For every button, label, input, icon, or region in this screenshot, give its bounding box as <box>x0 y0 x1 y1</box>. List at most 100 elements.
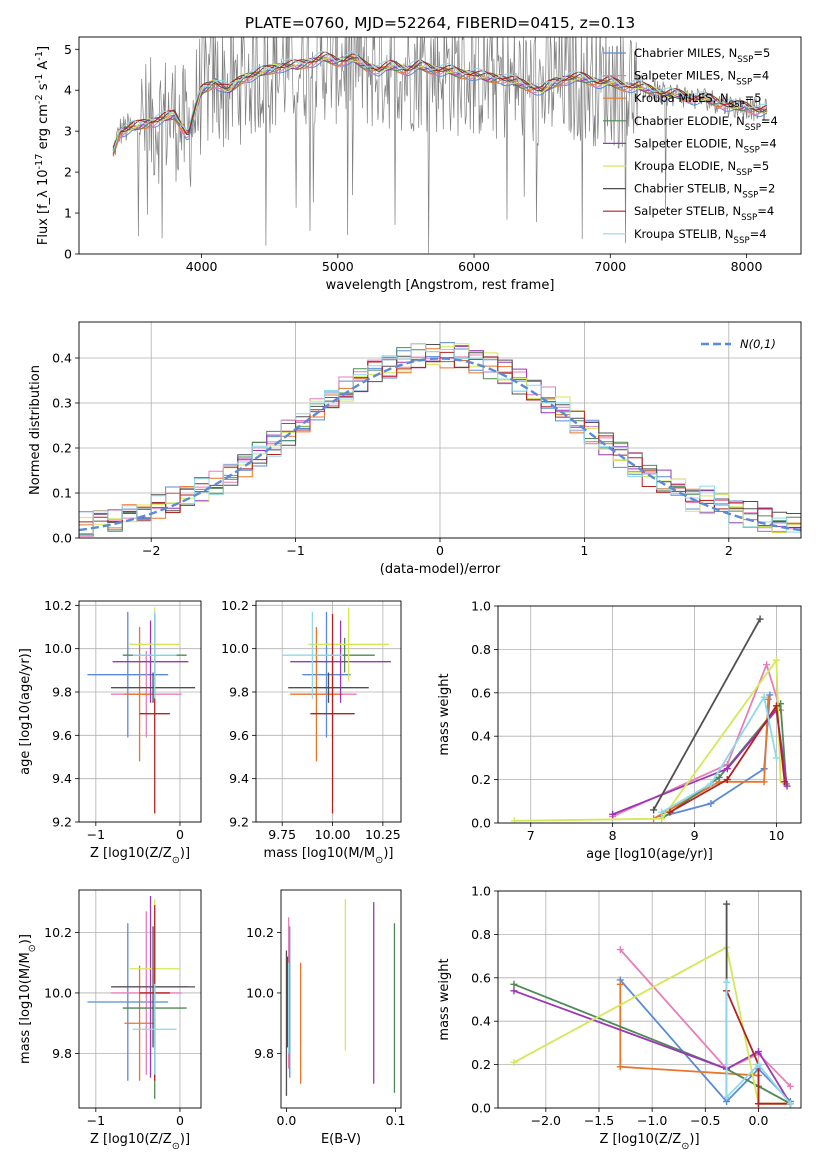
plot-area <box>87 896 196 1099</box>
x-tick-label: 9.75 <box>268 827 296 842</box>
weight-marker <box>658 808 666 816</box>
y-tick-label: 0.3 <box>52 396 72 411</box>
y-tick-label: 0.8 <box>471 642 491 657</box>
weight-marker <box>609 810 617 818</box>
plot-area <box>285 899 396 1096</box>
weight-line <box>514 657 782 822</box>
weight-marker <box>786 1100 794 1108</box>
weight-line <box>619 949 792 1087</box>
weight-marker <box>707 780 715 788</box>
x-axis-label: wavelength [Angstrom, rest frame] <box>326 278 555 293</box>
panel-mass_vs_Z: −1 0 9.8 10.0 10.2 Z [log10(Z/Z⊙)] mass [log10… <box>18 889 202 1152</box>
y-tick-label: 0.6 <box>471 970 491 985</box>
y-tick-label: 0.2 <box>52 441 72 456</box>
legend-label: Chabrier ELODIE, NSSP=4 <box>634 114 778 133</box>
axes-frame <box>78 321 802 539</box>
axes-frame <box>78 36 802 255</box>
y-axis-label: mass weight <box>437 673 452 755</box>
x-tick-label: 1 <box>580 543 588 558</box>
weight-marker <box>510 987 518 995</box>
y-tick-label: 0.0 <box>52 531 72 546</box>
axes-frame <box>497 605 802 824</box>
y-tick-label: 10.2 <box>221 598 249 613</box>
weight-marker <box>772 656 780 664</box>
y-tick-label: 0.4 <box>471 729 491 744</box>
model-spectrum-line <box>112 50 767 152</box>
y-tick-label: 9.6 <box>52 728 72 743</box>
weight-marker <box>723 765 731 773</box>
x-tick-label: 0.0 <box>749 1113 769 1128</box>
panel-age_vs_mass: 9.75 10.00 10.25 9.2 9.4 9.6 9.8 10.0 10.2 mass [… <box>221 598 402 866</box>
x-tick-label: 6000 <box>458 259 490 274</box>
y-tick-label: 0 <box>64 247 72 262</box>
y-tick-label: 5 <box>64 42 72 57</box>
x-tick-label: 0.1 <box>386 1113 406 1128</box>
x-axis-label: mass [log10(M/M⊙)] <box>264 846 394 866</box>
weight-marker <box>781 778 789 786</box>
weight-marker <box>723 1093 731 1101</box>
x-axis-label: age [log10(age/yr)] <box>586 847 713 862</box>
weight-marker <box>616 946 624 954</box>
weight-marker <box>760 693 768 701</box>
y-tick-label: 10.0 <box>246 985 274 1000</box>
x-axis-label: (data-model)/error <box>380 562 501 577</box>
x-tick-label: 9 <box>691 828 699 843</box>
weight-marker <box>658 815 666 823</box>
panel-weight_vs_Z: −2.0 −1.5 −1.0 −0.5 0.0 0.0 0.2 0.4 0.6 0.8 1.0 Z [… <box>437 884 802 1152</box>
weight-marker <box>772 754 780 762</box>
weight-marker <box>723 978 731 986</box>
y-tick-label: 10.2 <box>246 925 274 940</box>
legend-label: Salpeter STELIB, NSSP=4 <box>634 204 774 223</box>
weight-marker <box>754 1100 762 1108</box>
weight-marker <box>616 1063 624 1071</box>
x-axis-label: Z [log10(Z/Z⊙)] <box>90 1132 190 1152</box>
plot-area <box>510 615 791 823</box>
x-tick-label: −1 <box>87 1113 105 1128</box>
y-tick-label: 9.8 <box>229 685 249 700</box>
model-spectrum-line <box>112 53 768 148</box>
y-tick-label: 9.8 <box>52 1046 72 1061</box>
y-axis-label: Flux [f_λ 10-17 erg cm-2 s-1 A-1] <box>34 46 52 245</box>
y-axis-label: mass [log10(M/M⊙)] <box>18 934 38 1064</box>
x-tick-label: 10.25 <box>365 827 401 842</box>
weight-marker <box>754 1048 762 1056</box>
x-tick-label: 4000 <box>186 259 218 274</box>
weight-marker <box>650 806 658 814</box>
x-tick-label: 8 <box>609 828 617 843</box>
x-tick-label: 10.00 <box>315 827 351 842</box>
x-tick-label: 7000 <box>594 259 626 274</box>
weight-marker <box>510 980 518 988</box>
y-tick-label: 9.8 <box>254 1046 274 1061</box>
y-tick-label: 9.4 <box>52 771 72 786</box>
y-tick-label: 0.2 <box>471 772 491 787</box>
axes-frame <box>497 890 802 1109</box>
y-tick-label: 0.0 <box>471 1101 491 1116</box>
plot-area <box>79 342 801 538</box>
legend-label: Chabrier STELIB, NSSP=2 <box>634 182 775 201</box>
legend-label: Kroupa ELODIE, NSSP=5 <box>634 159 769 178</box>
y-tick-label: 1.0 <box>471 884 491 899</box>
plot-area <box>282 607 391 814</box>
figure-title: PLATE=0760, MJD=52264, FIBERID=0415, z=0… <box>245 14 635 32</box>
model-spectrum-line <box>112 51 768 150</box>
x-tick-label: 7 <box>527 828 535 843</box>
x-tick-label: 2 <box>725 543 733 558</box>
y-tick-label: 10.2 <box>44 598 72 613</box>
weight-marker <box>510 1058 518 1066</box>
y-tick-label: 9.4 <box>229 771 249 786</box>
x-tick-label: 0 <box>176 827 184 842</box>
y-tick-label: 0.0 <box>471 816 491 831</box>
y-tick-label: 2 <box>64 165 72 180</box>
axes-frame <box>255 600 402 823</box>
weight-marker <box>777 776 785 784</box>
weight-line <box>513 983 791 1105</box>
weight-line <box>513 989 792 1105</box>
x-tick-label: −0.5 <box>690 1113 720 1128</box>
legend-label: Kroupa MILES, NSSP=5 <box>634 91 762 110</box>
axes-frame <box>78 889 202 1109</box>
y-axis-label: mass weight <box>437 958 452 1040</box>
y-tick-label: 9.2 <box>52 815 72 830</box>
x-tick-label: 5000 <box>322 259 354 274</box>
